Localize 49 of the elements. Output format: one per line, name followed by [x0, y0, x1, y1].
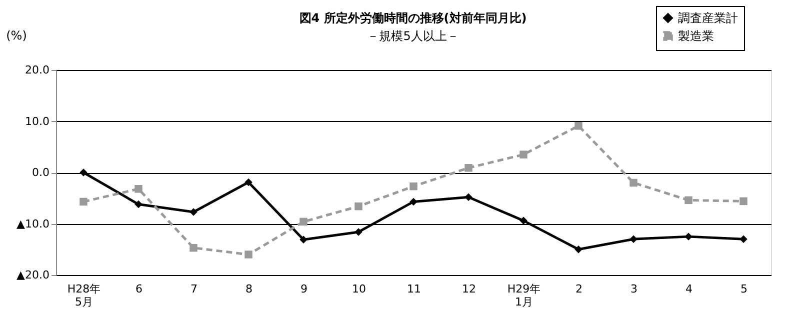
point [574, 122, 582, 130]
x-tick-label: 10 [352, 282, 366, 296]
point [630, 178, 638, 187]
x-tick-label: 12 [462, 282, 476, 296]
point [410, 182, 418, 190]
x-tick-label: 6 [136, 282, 142, 296]
x-tick-label: 8 [246, 282, 252, 296]
point [134, 200, 142, 208]
x-tick-label: 2 [576, 282, 582, 296]
x-tick-label: H28年 5月 [67, 282, 101, 308]
point [464, 193, 472, 201]
point [574, 246, 582, 254]
y-tick-label: ▲20.0 [16, 268, 50, 282]
y-tick-label: 10.0 [25, 114, 50, 128]
x-tick-label: H29年 1月 [507, 282, 541, 308]
x-tick-label: 4 [686, 282, 692, 296]
point [244, 250, 252, 258]
point [80, 198, 88, 206]
point [740, 235, 748, 243]
chart-subtitle: －規模5人以上－ [367, 29, 459, 43]
point [410, 198, 418, 206]
point [684, 232, 692, 240]
point [354, 228, 362, 236]
y-tick-label: 0.0 [32, 166, 50, 179]
y-tick-label: 20.0 [25, 64, 50, 76]
point [464, 164, 472, 172]
point [244, 178, 252, 186]
x-tick-label: 5 [740, 282, 748, 296]
y-tick-label: ▲10.0 [16, 217, 50, 230]
point [300, 236, 308, 244]
x-tick-label: 3 [630, 282, 638, 296]
point [80, 168, 88, 176]
x-tick-label: 9 [300, 282, 308, 296]
point [190, 244, 198, 252]
point [740, 197, 748, 206]
point [684, 196, 692, 204]
legend-label: 調査産業計 [678, 11, 738, 25]
point [630, 235, 638, 243]
y-axis-title: (%) [6, 28, 27, 42]
point [300, 218, 308, 226]
x-tick-label: 7 [190, 282, 198, 296]
point [520, 216, 528, 225]
chart-title: 図4 所定外労働時間の推移(対前年同月比) [299, 11, 527, 25]
point [134, 185, 142, 193]
point [354, 202, 362, 210]
point [520, 150, 528, 158]
point [190, 208, 198, 216]
legend-label: 製造業 [678, 29, 714, 43]
x-tick-label: 11 [407, 282, 421, 296]
